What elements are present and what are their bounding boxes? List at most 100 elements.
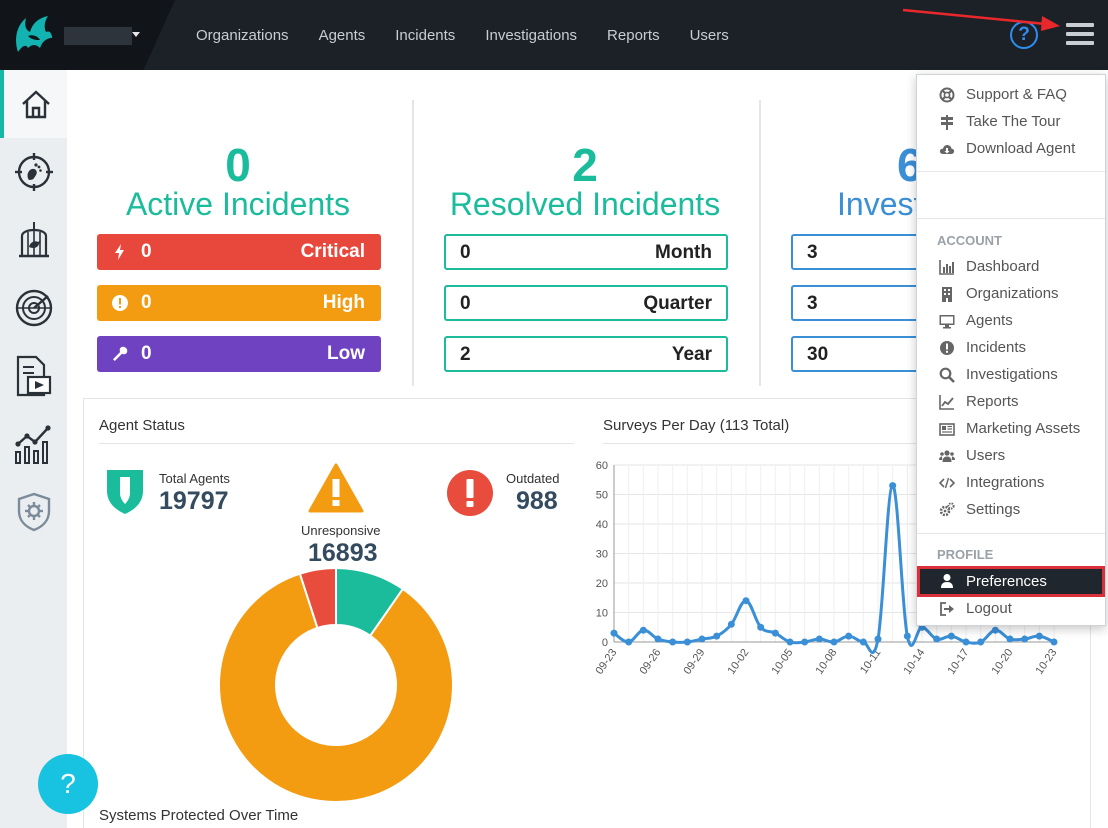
menu-item-settings[interactable]: Settings <box>917 496 1105 523</box>
investigations-row-1-count: 3 <box>807 242 818 263</box>
menu-item-support[interactable]: Support & FAQ <box>917 81 1105 108</box>
data-point[interactable] <box>1021 635 1029 643</box>
sidebar-item-footprint[interactable] <box>0 138 67 206</box>
donut-slice-unresponsive[interactable] <box>218 572 454 803</box>
hamburger-menu-icon[interactable] <box>1066 23 1094 47</box>
bolt-icon <box>115 244 124 260</box>
footprint-target-icon <box>14 153 53 191</box>
menu-item-marketing-assets[interactable]: Marketing Assets <box>917 415 1105 442</box>
line-chart-icon <box>939 395 954 410</box>
data-point[interactable] <box>1050 638 1058 646</box>
data-point[interactable] <box>625 638 633 646</box>
resolved-year-box[interactable]: 2 Year <box>444 336 728 372</box>
data-point[interactable] <box>830 638 838 646</box>
menu-item-download-agent[interactable]: Download Agent <box>917 135 1105 162</box>
menu-item-label: Marketing Assets <box>966 420 1081 437</box>
high-incidents-bar[interactable]: 0 High <box>97 285 381 321</box>
menu-item-investigations[interactable]: Investigations <box>917 361 1105 388</box>
logo-icon[interactable] <box>10 12 56 58</box>
data-point[interactable] <box>947 632 955 640</box>
sidebar-item-security-settings[interactable] <box>0 478 67 546</box>
data-point[interactable] <box>903 632 911 640</box>
active-incidents-count: 0 <box>225 139 251 191</box>
agent-status-rule <box>99 443 574 444</box>
nav-users[interactable]: Users <box>689 26 729 44</box>
data-point[interactable] <box>1035 632 1043 640</box>
left-sidebar <box>0 70 67 828</box>
resolved-month-box[interactable]: 0 Month <box>444 234 728 270</box>
data-point[interactable] <box>727 620 735 628</box>
critical-incidents-bar[interactable]: 0 Critical <box>97 234 381 270</box>
organization-selector[interactable] <box>64 27 132 45</box>
resolved-quarter-box[interactable]: 0 Quarter <box>444 285 728 321</box>
help-chat-button[interactable]: ? <box>38 754 98 814</box>
data-point[interactable] <box>683 638 691 646</box>
donut-slice-outdated[interactable] <box>298 567 337 630</box>
nav-organizations[interactable]: Organizations <box>196 26 289 44</box>
nav-incidents[interactable]: Incidents <box>395 26 456 44</box>
data-point[interactable] <box>845 632 853 640</box>
menu-item-logout[interactable]: Logout <box>917 595 1105 622</box>
data-point[interactable] <box>889 482 897 490</box>
sign-out-icon <box>940 602 954 616</box>
user-icon <box>941 574 953 588</box>
data-point[interactable] <box>1006 635 1014 643</box>
data-point[interactable] <box>610 629 618 637</box>
resolved-year-count: 2 <box>460 344 471 365</box>
sidebar-item-home[interactable] <box>0 70 67 138</box>
top-navbar: Organizations Agents Incidents Investiga… <box>0 0 1108 70</box>
menu-item-agents[interactable]: Agents <box>917 307 1105 334</box>
data-point[interactable] <box>815 635 823 643</box>
data-point[interactable] <box>639 626 647 634</box>
menu-item-dashboard[interactable]: Dashboard <box>917 253 1105 280</box>
menu-item-users[interactable]: Users <box>917 442 1105 469</box>
exclamation-circle-icon <box>112 295 128 311</box>
menu-item-tour[interactable]: Take The Tour <box>917 108 1105 135</box>
sidebar-item-analytics[interactable] <box>0 410 67 478</box>
account-section-header: ACCOUNT <box>937 233 1002 248</box>
low-incidents-bar[interactable]: 0 Low <box>97 336 381 372</box>
data-point[interactable] <box>654 635 662 643</box>
agent-status-donut-chart <box>218 567 454 803</box>
menu-item-reports[interactable]: Reports <box>917 388 1105 415</box>
data-point[interactable] <box>962 638 970 646</box>
menu-item-preferences[interactable]: Preferences <box>917 566 1105 597</box>
sidebar-item-canary[interactable] <box>0 206 67 274</box>
menu-item-organizations[interactable]: Organizations <box>917 280 1105 307</box>
data-point[interactable] <box>771 629 779 637</box>
search-icon <box>939 367 955 383</box>
surveys-chart-title: Surveys Per Day (113 Total) <box>603 417 790 434</box>
exclamation-circle-icon <box>940 341 954 355</box>
investigations-label: Invest <box>837 186 923 222</box>
help-icon[interactable]: ? <box>1010 21 1038 49</box>
systems-protected-title: Systems Protected Over Time <box>99 807 299 824</box>
data-point[interactable] <box>698 635 706 643</box>
data-point[interactable] <box>991 626 999 634</box>
data-point[interactable] <box>757 623 765 631</box>
newspaper-icon <box>939 423 955 436</box>
nav-investigations[interactable]: Investigations <box>485 26 578 44</box>
y-tick-label: 50 <box>596 490 608 502</box>
menu-item-integrations[interactable]: Integrations <box>917 469 1105 496</box>
chevron-down-icon[interactable] <box>132 32 140 37</box>
nav-reports[interactable]: Reports <box>607 26 660 44</box>
profile-section-header: PROFILE <box>937 547 994 562</box>
investigations-row-2-count: 3 <box>807 293 818 314</box>
user-dropdown-menu: Support & FAQ Take The Tour Download Age… <box>916 74 1106 626</box>
data-point[interactable] <box>801 638 809 646</box>
data-point[interactable] <box>859 638 867 646</box>
data-point[interactable] <box>713 632 721 640</box>
high-label: High <box>322 292 365 313</box>
data-point[interactable] <box>742 597 750 605</box>
sidebar-item-reports-media[interactable] <box>0 342 67 410</box>
data-point[interactable] <box>874 635 882 643</box>
shield-gear-icon <box>17 492 50 532</box>
data-point[interactable] <box>933 635 941 643</box>
menu-item-incidents[interactable]: Incidents <box>917 334 1105 361</box>
nav-agents[interactable]: Agents <box>318 26 366 44</box>
data-point[interactable] <box>977 638 985 646</box>
resolved-month-label: Month <box>655 242 712 263</box>
data-point[interactable] <box>669 638 677 646</box>
data-point[interactable] <box>786 638 794 646</box>
sidebar-item-radar[interactable] <box>0 274 67 342</box>
